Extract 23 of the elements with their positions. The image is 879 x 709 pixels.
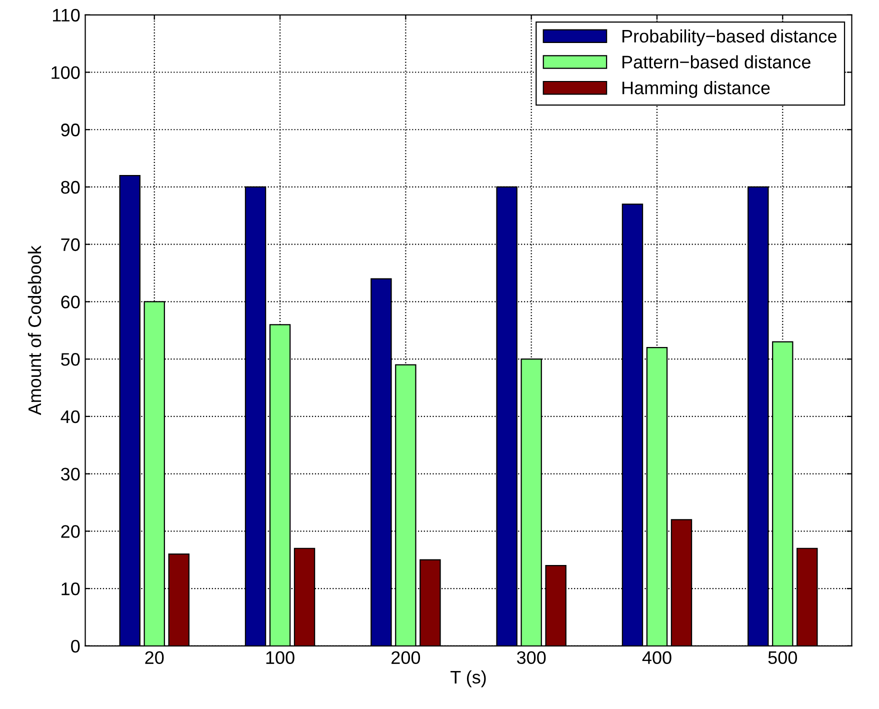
x-tick-label: 20 [145,651,164,664]
x-tick-label: 500 [768,651,797,664]
y-tick-label: 110 [52,8,80,22]
y-tick-label: 30 [61,468,80,481]
y-tick-label: 100 [52,66,80,79]
y-tick-label: 20 [61,525,80,538]
y-tick-label: 0 [71,640,80,653]
y-tick-label: 70 [61,238,80,252]
y-tick-label: 50 [61,353,80,366]
y-tick-label: 90 [61,124,80,136]
legend-label: Probability−based distance [622,29,837,46]
x-axis-title: T (s) [450,670,486,688]
x-tick-label: 200 [392,651,420,664]
legend-label: Hamming distance [622,81,770,98]
y-tick-label: 80 [61,180,80,194]
x-tick-label: 300 [516,651,546,664]
y-axis-title: Amount of Codebook [28,246,42,416]
x-tick-label: 100 [266,651,294,664]
x-tick-label: 400 [642,651,672,664]
y-tick-label: 10 [62,582,80,596]
legend-label: Pattern−based distance [622,55,810,68]
y-tick-label: 60 [61,296,80,308]
y-tick-label: 40 [60,410,80,424]
